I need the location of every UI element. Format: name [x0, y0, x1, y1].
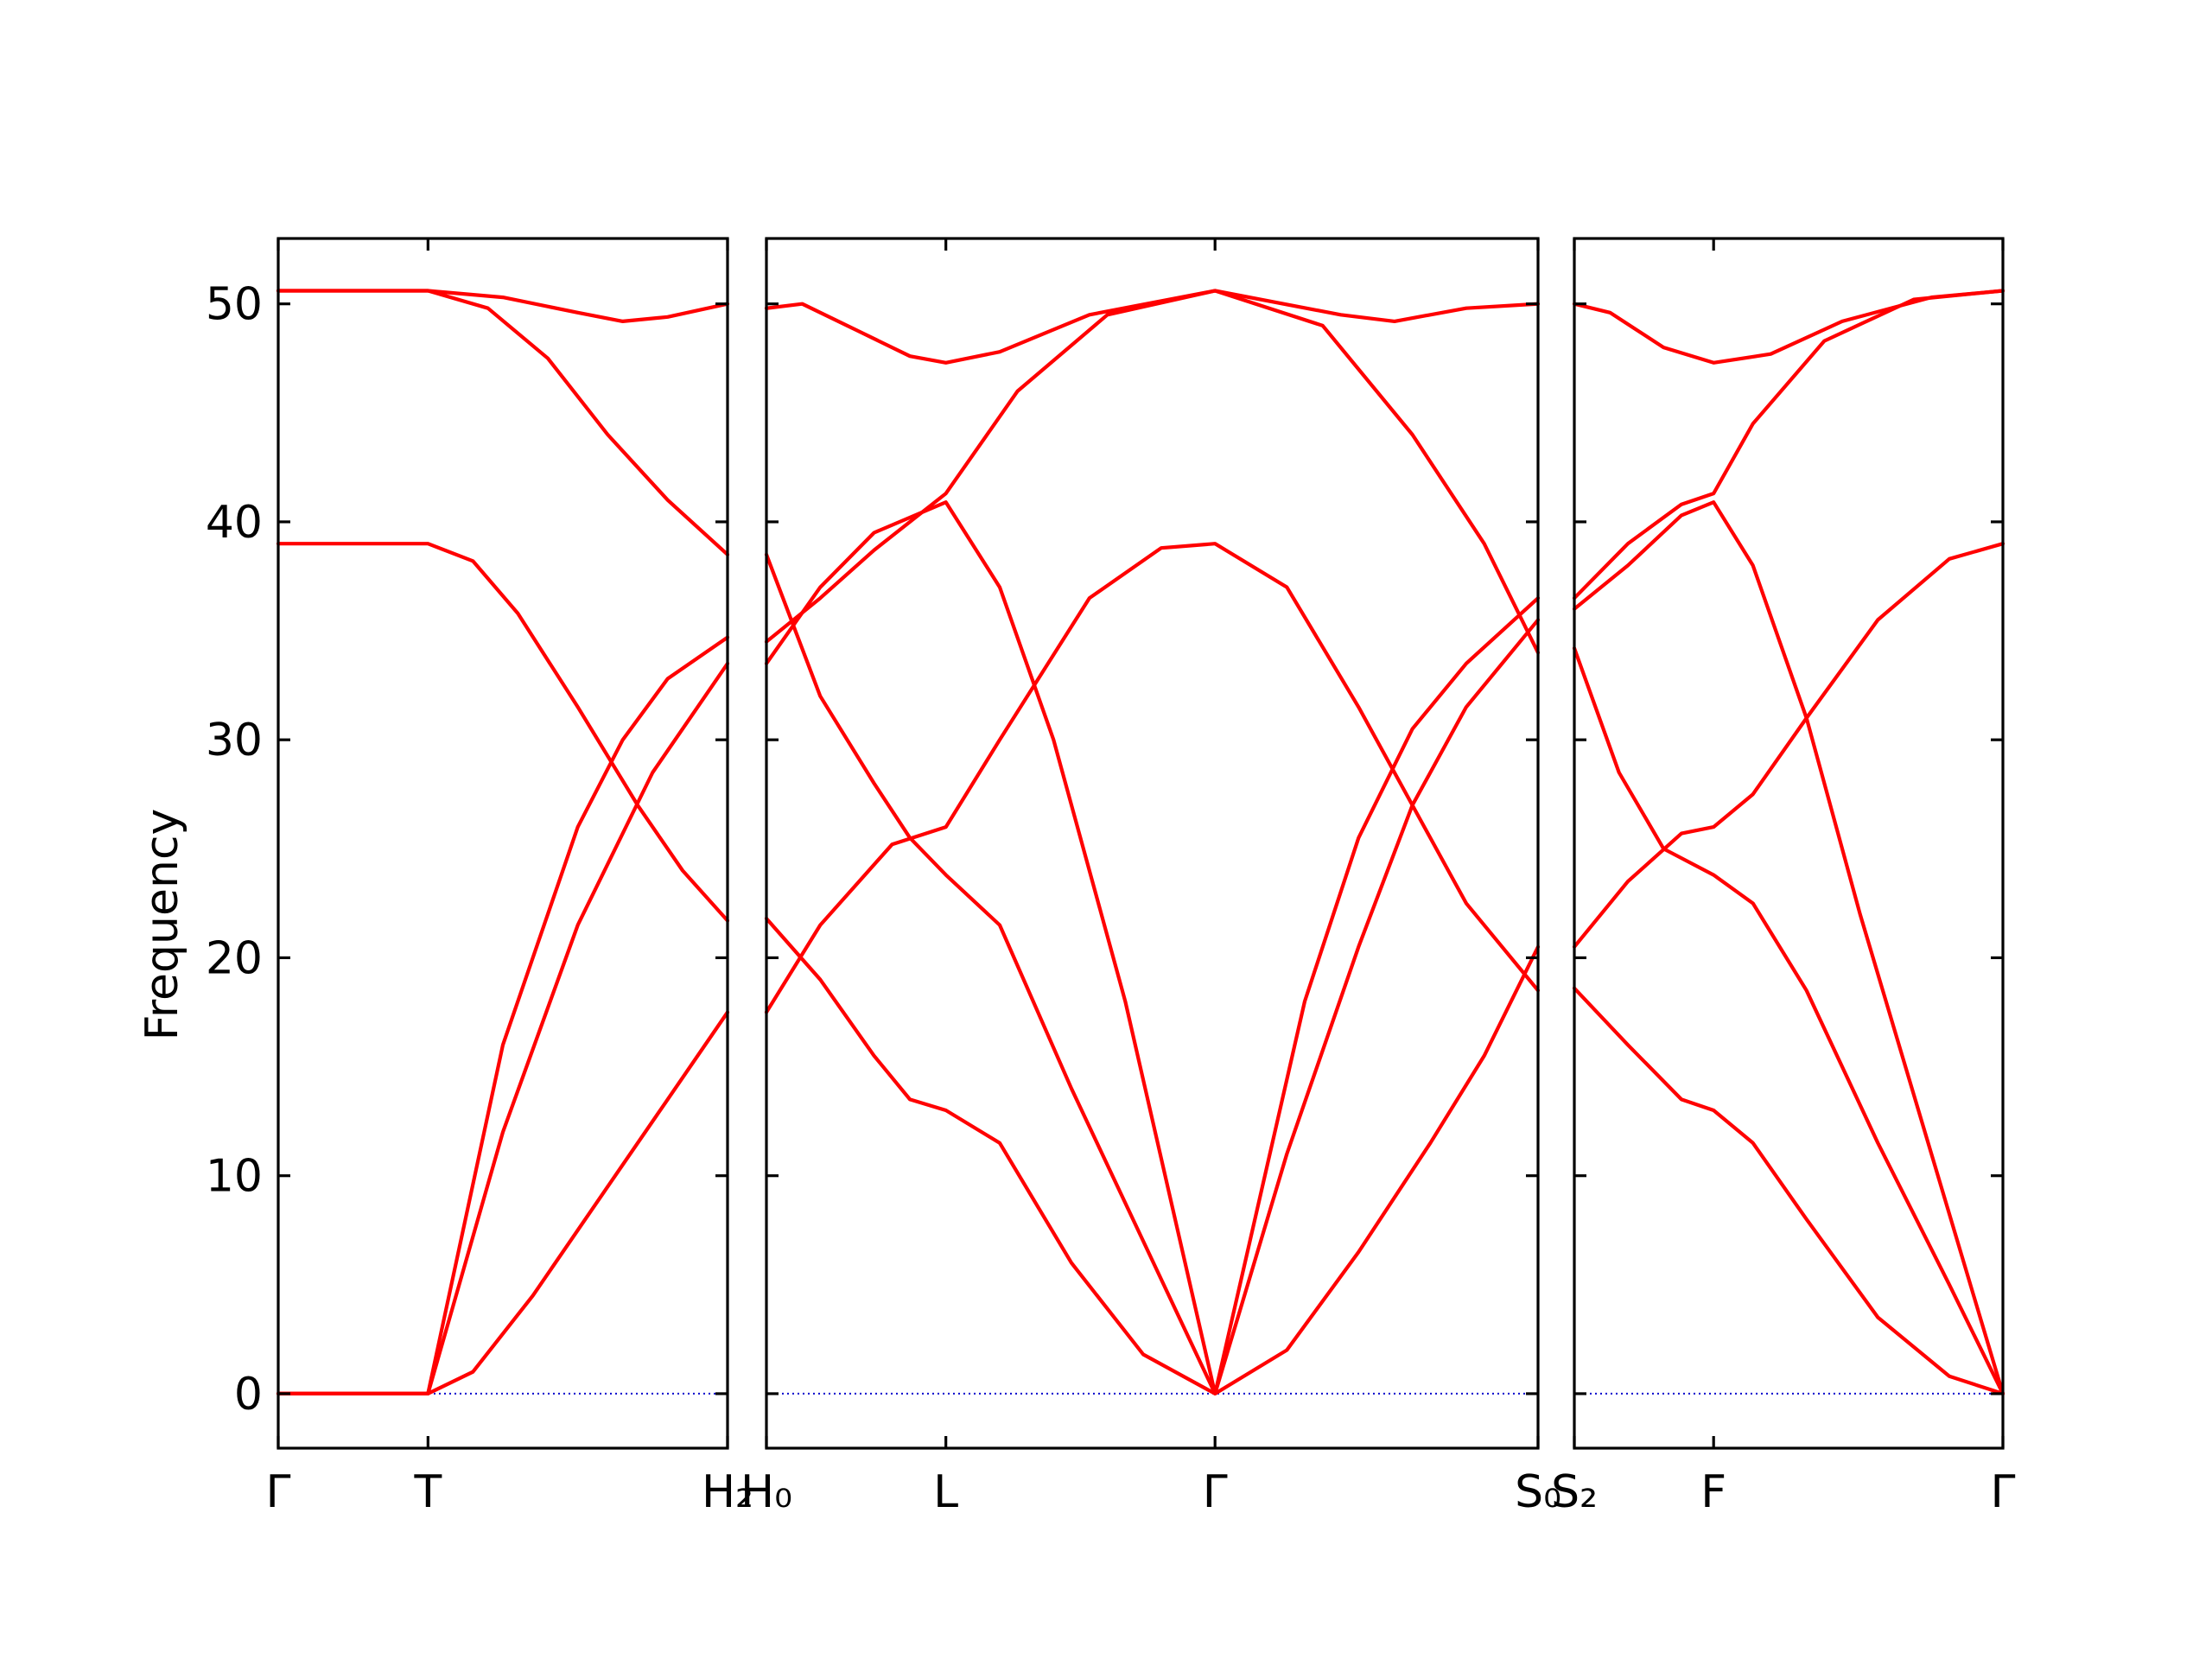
band-line-3 [276, 542, 730, 923]
band-line-6 [276, 1010, 730, 1396]
panel-frame [276, 237, 729, 1450]
band-line-5 [276, 661, 730, 1396]
band-line-5 [1572, 542, 2005, 949]
band-line-4 [764, 552, 1541, 1396]
x-tick-label: T [413, 1466, 442, 1518]
band-line-2 [276, 289, 730, 556]
x-tick-label: Γ [1991, 1466, 2016, 1518]
y-axis-label: Frequency [137, 809, 188, 1041]
x-tick-label: Γ [1203, 1466, 1228, 1518]
y-tick-label: 50 [206, 279, 263, 331]
x-tick-label: L [933, 1466, 958, 1518]
band-line-3 [1572, 500, 2005, 1396]
band-line-5 [764, 542, 1541, 1014]
band-line-1 [276, 289, 730, 323]
band-line-2 [764, 289, 1541, 655]
x-tick-label: H₂ [702, 1466, 753, 1518]
band-line-6 [1572, 986, 2005, 1396]
band-line-1 [764, 289, 1541, 365]
panel-frame [1573, 237, 2005, 1450]
band-line-6 [764, 916, 1541, 1396]
x-tick-label: S₂ [1551, 1466, 1598, 1518]
band-line-2 [1572, 289, 2005, 601]
band-line-3 [764, 500, 1541, 1396]
panel-3: S₂ F Γ [1551, 237, 2016, 1518]
panel-1: Γ T H₂ 0 10 20 30 40 50 [206, 237, 753, 1518]
x-tick-label: F [1700, 1466, 1726, 1518]
y-tick-label: 30 [206, 715, 263, 766]
x-tick-label: Γ [266, 1466, 291, 1518]
x-tick-label: H₀ [741, 1466, 792, 1518]
panel-frame [765, 237, 1540, 1450]
band-line-1 [1572, 289, 2005, 365]
y-tick-label: 0 [234, 1369, 263, 1421]
y-tick-label: 10 [206, 1151, 263, 1203]
y-tick-label: 20 [206, 932, 263, 984]
panel-2: H₀ L Γ S₀ [741, 237, 1561, 1518]
y-tick-label: 40 [206, 497, 263, 549]
band-line-4 [276, 635, 730, 1396]
x-tick-label: S₀ [1515, 1466, 1561, 1518]
band-line-4 [1572, 646, 2005, 1396]
